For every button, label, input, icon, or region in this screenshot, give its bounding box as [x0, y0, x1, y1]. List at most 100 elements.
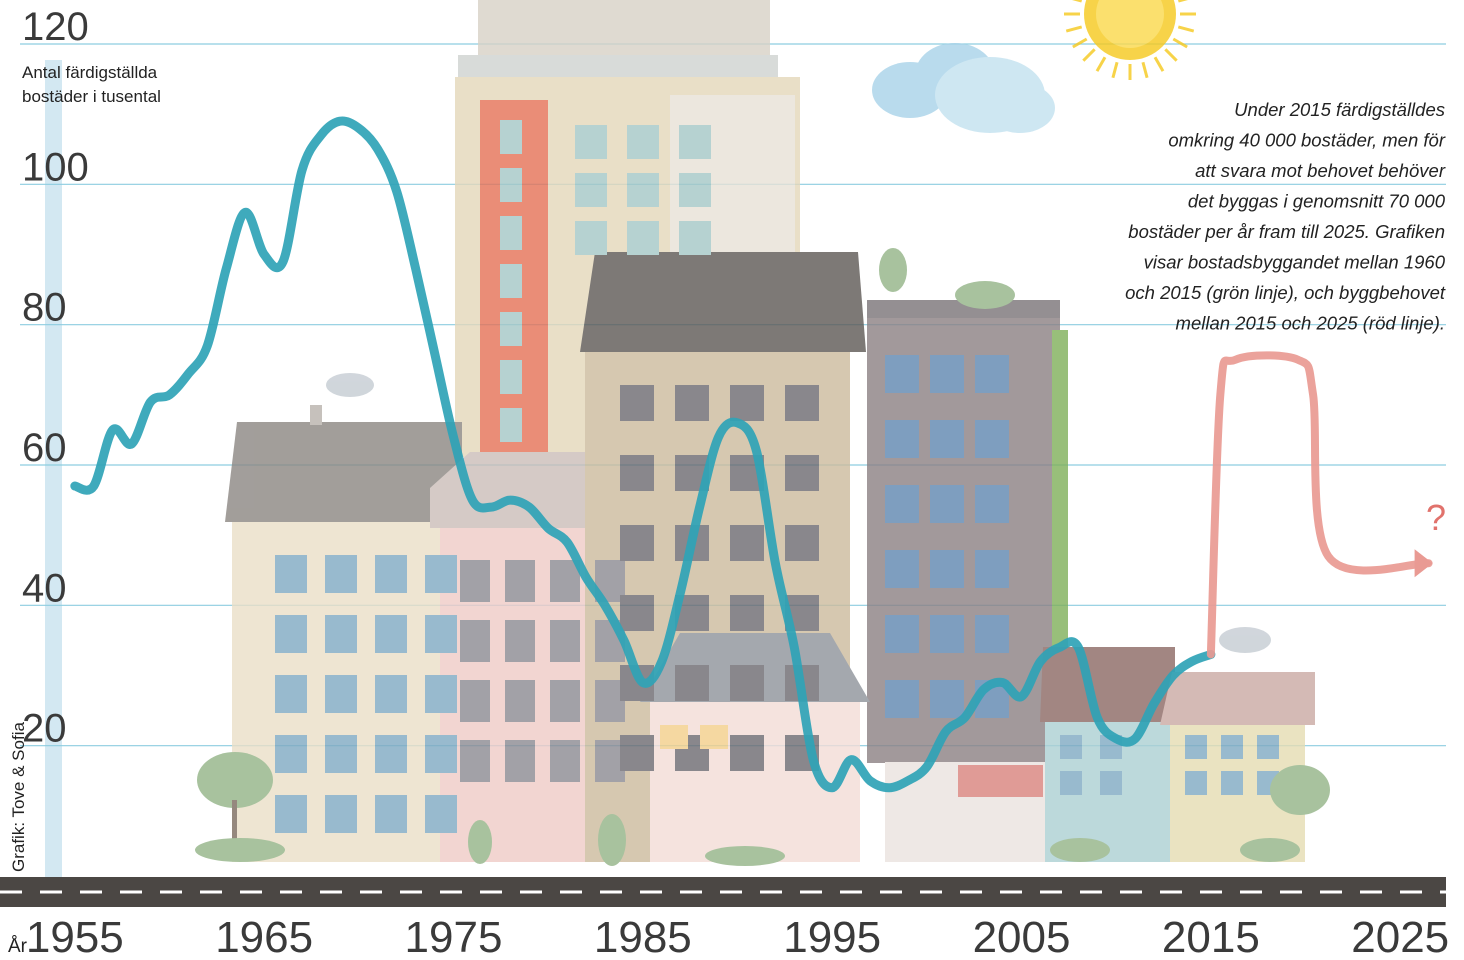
window: [500, 216, 522, 250]
bush: [195, 838, 285, 862]
sun-ray: [1178, 0, 1193, 1]
y-axis-label: bostäder i tusental: [22, 87, 161, 106]
window: [785, 385, 819, 421]
bush: [705, 846, 785, 866]
arrow-head: [1415, 549, 1433, 577]
annotation: bostäder per år fram till 2025. Grafiken: [1128, 221, 1445, 242]
x-tick-label: 2005: [973, 913, 1071, 960]
annotation: det byggas i genomsnitt 70 000: [1188, 191, 1446, 212]
window: [975, 420, 1009, 458]
sign: [958, 765, 1043, 797]
y-tick-label: 100: [22, 145, 89, 189]
tree: [468, 820, 492, 864]
smoke: [1219, 627, 1271, 653]
window: [730, 525, 764, 561]
window: [1060, 735, 1082, 759]
window: [627, 221, 659, 255]
window: [1221, 735, 1243, 759]
window: [500, 408, 522, 442]
window: [375, 675, 407, 713]
window: [785, 455, 819, 491]
tree: [598, 814, 626, 866]
window: [325, 615, 357, 653]
window: [500, 168, 522, 202]
window: [425, 615, 457, 653]
y-axis-label: Antal färdigställda: [22, 63, 158, 82]
x-axis-label: År: [8, 936, 28, 957]
tree: [1270, 765, 1330, 815]
window: [700, 725, 728, 749]
window: [930, 680, 964, 718]
window: [679, 221, 711, 255]
window: [885, 680, 919, 718]
window: [620, 525, 654, 561]
window: [885, 615, 919, 653]
window: [425, 555, 457, 593]
window: [620, 595, 654, 631]
window: [679, 125, 711, 159]
window: [730, 595, 764, 631]
window: [325, 795, 357, 833]
sun-ray: [1155, 57, 1163, 71]
y-tick-label: 40: [22, 566, 67, 610]
sun-ray: [1083, 49, 1094, 60]
window: [325, 675, 357, 713]
window: [930, 615, 964, 653]
sun-ray: [1165, 49, 1176, 60]
window: [505, 740, 535, 782]
sun-ray: [1143, 62, 1147, 77]
tree: [955, 281, 1015, 309]
window: [500, 264, 522, 298]
x-tick-label: 1985: [594, 913, 692, 960]
y-tick-label: 80: [22, 286, 67, 330]
window: [500, 360, 522, 394]
building: [478, 0, 770, 60]
tree: [879, 248, 907, 292]
sun-ray: [1066, 0, 1081, 1]
window: [460, 560, 490, 602]
window: [575, 173, 607, 207]
series-line: [1211, 355, 1429, 654]
sun-ray: [1173, 39, 1187, 47]
bush: [1240, 838, 1300, 862]
window: [325, 735, 357, 773]
sun-ray: [1178, 27, 1193, 31]
y-tick-label: 120: [22, 5, 89, 49]
window: [550, 620, 580, 662]
window: [505, 680, 535, 722]
sun-ray: [1066, 27, 1081, 31]
window: [425, 735, 457, 773]
smoke: [326, 373, 374, 397]
question-mark: ?: [1426, 497, 1446, 538]
window: [460, 620, 490, 662]
sun-ray: [1113, 62, 1117, 77]
window: [375, 735, 407, 773]
window: [627, 173, 659, 207]
window: [375, 795, 407, 833]
annotation: omkring 40 000 bostäder, men för: [1168, 130, 1445, 151]
annotation: visar bostadsbyggandet mellan 1960: [1144, 252, 1446, 273]
window: [620, 385, 654, 421]
sun: [1064, 0, 1196, 80]
window: [975, 550, 1009, 588]
x-tick-label: 1965: [215, 913, 313, 960]
window: [930, 420, 964, 458]
window: [275, 795, 307, 833]
window: [505, 620, 535, 662]
window: [885, 485, 919, 523]
cloud: [985, 83, 1055, 133]
window: [1221, 771, 1243, 795]
window: [627, 125, 659, 159]
window: [460, 680, 490, 722]
x-tick-label: 1995: [783, 913, 881, 960]
window: [885, 355, 919, 393]
chart: År ? Grafik: Tove & Sofia 20406080100120…: [0, 0, 1464, 960]
window: [930, 485, 964, 523]
annotation: mellan 2015 och 2025 (röd linje).: [1176, 313, 1445, 334]
window: [500, 312, 522, 346]
tree: [197, 752, 273, 808]
window: [375, 615, 407, 653]
window: [275, 615, 307, 653]
window: [730, 735, 764, 771]
window: [785, 525, 819, 561]
